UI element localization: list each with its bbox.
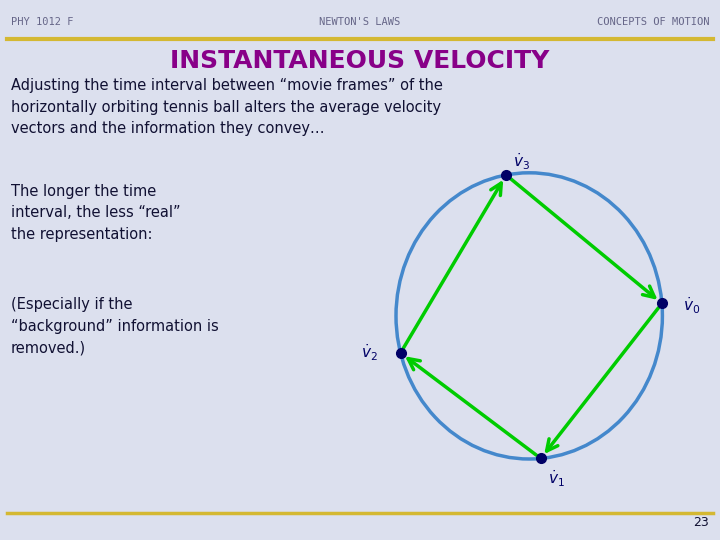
Text: $\dot{v}_3$: $\dot{v}_3$ [513, 151, 531, 172]
Text: PHY 1012 F: PHY 1012 F [11, 17, 73, 27]
Text: $\dot{v}_2$: $\dot{v}_2$ [361, 342, 378, 363]
Text: $\dot{v}_0$: $\dot{v}_0$ [683, 296, 701, 316]
Text: (Especially if the
“background” information is
removed.): (Especially if the “background” informat… [11, 297, 219, 355]
Text: $\dot{v}_1$: $\dot{v}_1$ [548, 469, 565, 489]
Text: 23: 23 [693, 516, 709, 529]
Text: The longer the time
interval, the less “real”
the representation:: The longer the time interval, the less “… [11, 184, 181, 242]
Text: INSTANTANEOUS VELOCITY: INSTANTANEOUS VELOCITY [171, 49, 549, 72]
Text: NEWTON'S LAWS: NEWTON'S LAWS [320, 17, 400, 27]
Text: CONCEPTS OF MOTION: CONCEPTS OF MOTION [597, 17, 709, 27]
Text: Adjusting the time interval between “movie frames” of the
horizontally orbiting : Adjusting the time interval between “mov… [11, 78, 443, 137]
